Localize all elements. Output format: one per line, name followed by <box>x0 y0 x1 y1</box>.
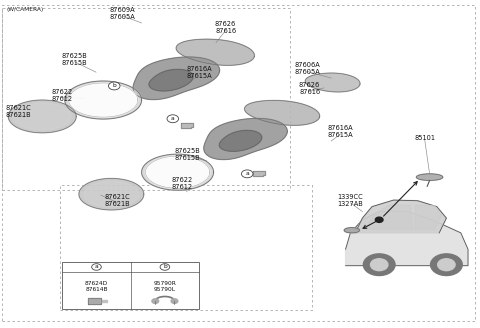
Polygon shape <box>8 100 76 133</box>
Text: 87626
87616: 87626 87616 <box>299 82 320 95</box>
Circle shape <box>371 259 388 271</box>
Text: 87621C
87621B: 87621C 87621B <box>105 194 131 207</box>
Polygon shape <box>355 200 446 233</box>
Polygon shape <box>13 103 71 130</box>
Polygon shape <box>133 57 219 100</box>
Text: a: a <box>171 116 175 121</box>
Circle shape <box>108 82 120 90</box>
Circle shape <box>160 264 170 270</box>
Polygon shape <box>69 83 138 117</box>
Polygon shape <box>88 298 101 304</box>
Text: 87616A
87615A: 87616A 87615A <box>186 66 212 79</box>
Polygon shape <box>415 205 442 230</box>
Text: 87622
87612: 87622 87612 <box>172 177 193 190</box>
Text: 87622
87612: 87622 87612 <box>52 89 73 102</box>
Circle shape <box>241 170 253 178</box>
Text: b: b <box>112 83 116 89</box>
Bar <box>62 262 199 309</box>
Polygon shape <box>65 81 142 119</box>
Bar <box>60 185 312 310</box>
Polygon shape <box>305 73 360 92</box>
Polygon shape <box>84 182 139 207</box>
Circle shape <box>171 299 178 303</box>
Text: 87606A
87605A: 87606A 87605A <box>294 62 320 75</box>
Circle shape <box>167 115 179 123</box>
Circle shape <box>431 254 462 276</box>
Text: (W/CAMERA): (W/CAMERA) <box>6 7 44 11</box>
Text: 95790R
95790L: 95790R 95790L <box>154 281 176 292</box>
Polygon shape <box>145 156 210 188</box>
Text: 87621C
87621B: 87621C 87621B <box>5 105 31 118</box>
Polygon shape <box>245 100 320 125</box>
Text: a: a <box>95 264 98 270</box>
Circle shape <box>92 264 101 270</box>
Ellipse shape <box>344 228 360 233</box>
Polygon shape <box>365 205 413 230</box>
Polygon shape <box>142 154 214 190</box>
Text: 87624D
87614B: 87624D 87614B <box>85 281 108 292</box>
Polygon shape <box>101 300 107 302</box>
Ellipse shape <box>417 174 443 180</box>
Text: 87625B
87615B: 87625B 87615B <box>61 52 87 66</box>
Polygon shape <box>346 212 468 266</box>
Text: 1339CC
1327AB: 1339CC 1327AB <box>337 194 363 207</box>
Text: 87625B
87615B: 87625B 87615B <box>174 148 200 161</box>
Bar <box>2 8 290 190</box>
Circle shape <box>375 217 383 222</box>
Text: 87626
87616: 87626 87616 <box>215 21 236 34</box>
Text: b: b <box>163 264 167 270</box>
Circle shape <box>152 299 158 303</box>
Polygon shape <box>149 69 193 91</box>
Circle shape <box>363 254 395 276</box>
Text: 87609A
87605A: 87609A 87605A <box>109 7 135 20</box>
Polygon shape <box>176 39 254 65</box>
Polygon shape <box>204 118 287 159</box>
Circle shape <box>438 259 455 271</box>
Polygon shape <box>181 123 193 128</box>
Polygon shape <box>253 171 265 176</box>
Polygon shape <box>219 131 262 151</box>
Polygon shape <box>79 178 144 210</box>
Text: a: a <box>245 171 249 176</box>
Text: 85101: 85101 <box>414 135 435 141</box>
Text: 87616A
87615A: 87616A 87615A <box>328 125 354 138</box>
